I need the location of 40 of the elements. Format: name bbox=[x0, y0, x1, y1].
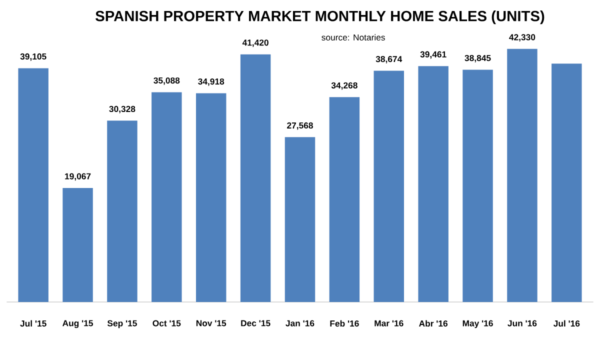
data-label: 30,328 bbox=[109, 106, 136, 114]
chart-title: SPANISH PROPERTY MARKET MONTHLY HOME SALES (UNITS) bbox=[96, 10, 544, 24]
bar bbox=[62, 188, 93, 302]
bar bbox=[418, 66, 448, 302]
bar bbox=[152, 92, 182, 302]
bar bbox=[18, 68, 48, 302]
data-label: 34,268 bbox=[331, 82, 358, 90]
bar bbox=[462, 70, 493, 302]
data-label: 39,105 bbox=[20, 53, 46, 61]
x-tick-label: Feb '16 bbox=[330, 320, 359, 327]
x-tick-label: Mar '16 bbox=[374, 320, 404, 326]
data-label: 38,845 bbox=[464, 54, 491, 62]
data-label: 41,420 bbox=[242, 40, 268, 47]
bar bbox=[507, 48, 538, 302]
bar bbox=[196, 93, 226, 302]
x-tick-label: Oct '15 bbox=[152, 320, 181, 326]
bar bbox=[374, 70, 404, 302]
data-label: 38,674 bbox=[376, 56, 402, 64]
x-tick-label: Sep '15 bbox=[107, 320, 137, 328]
data-label: 35,088 bbox=[154, 77, 180, 85]
x-tick-label: Jan '16 bbox=[286, 320, 314, 326]
data-label: 42,330 bbox=[509, 34, 536, 42]
x-tick-label: Nov '15 bbox=[196, 320, 226, 326]
data-label: 27,568 bbox=[287, 122, 313, 130]
x-tick-label: Jun '16 bbox=[508, 320, 537, 326]
bar bbox=[329, 97, 360, 302]
bar bbox=[240, 54, 271, 302]
x-tick-label: May '16 bbox=[462, 320, 493, 328]
bar bbox=[552, 64, 582, 302]
x-tick-label: Abr '16 bbox=[419, 320, 448, 327]
data-label: 19,067 bbox=[65, 173, 91, 181]
x-tick-label: Dec '15 bbox=[241, 320, 270, 326]
data-label: 39,461 bbox=[420, 51, 446, 59]
chart-subtitle: source: Notaries bbox=[322, 34, 385, 41]
x-tick-label: Aug '15 bbox=[62, 320, 94, 328]
bar bbox=[107, 120, 138, 302]
x-tick-label: Jul '16 bbox=[553, 320, 580, 327]
bar bbox=[284, 137, 316, 302]
x-tick-label: Jul '15 bbox=[20, 320, 46, 327]
data-label: 34,918 bbox=[198, 78, 224, 86]
